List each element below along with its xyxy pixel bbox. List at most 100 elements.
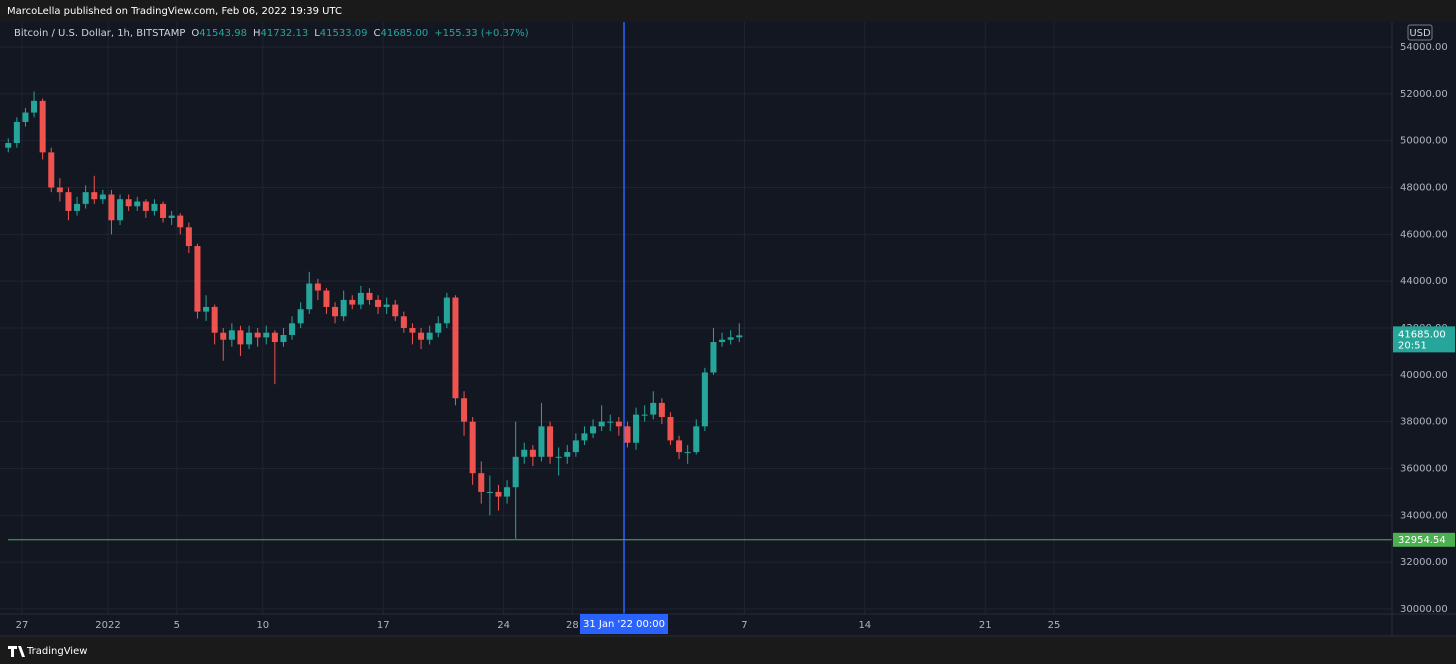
candle-body (409, 327, 416, 333)
candle-body (99, 194, 106, 200)
y-tick-label: 36000.00 (1400, 463, 1448, 474)
x-tick-label: 10 (256, 620, 269, 631)
candle-body (529, 449, 536, 457)
legend-value: 41732.13 (260, 28, 308, 39)
candle-body (366, 292, 373, 300)
candle-body (31, 100, 38, 113)
candle-body (280, 335, 287, 343)
candle-body (676, 440, 683, 453)
y-tick-label: 30000.00 (1400, 604, 1448, 615)
candle-body (504, 487, 511, 497)
legend-key: C (374, 28, 381, 39)
candle-body (82, 192, 89, 204)
candle-body (684, 452, 691, 454)
candle-body (400, 316, 407, 328)
crosshair-label: 31 Jan '22 00:00 (583, 619, 665, 630)
candle-body (538, 426, 545, 457)
candle-body (727, 337, 734, 340)
candle-body (469, 421, 476, 474)
candle-body (254, 332, 261, 338)
x-tick-label: 21 (979, 620, 992, 631)
y-tick-label: 46000.00 (1400, 229, 1448, 240)
legend-value: 41543.98 (199, 28, 247, 39)
candle-body (142, 201, 149, 211)
candle-body (375, 299, 382, 307)
hline-label-bg (1393, 532, 1455, 547)
legend-change: +155.33 (+0.37%) (434, 28, 529, 39)
candle-body (426, 332, 433, 340)
candle-body (22, 112, 29, 122)
y-tick-label: 50000.00 (1400, 136, 1448, 147)
candle-body (211, 306, 218, 333)
candle-body (117, 199, 124, 221)
last-price-bg (1393, 326, 1455, 353)
candle-body (521, 449, 528, 457)
candle-body (65, 192, 72, 211)
published-note: MarcoLella published on TradingView.com,… (7, 6, 342, 17)
candle-body (246, 332, 253, 345)
legend-key: L (314, 28, 320, 39)
legend: Bitcoin / U.S. Dollar, 1h, BITSTAMP O4154… (14, 28, 529, 39)
x-tick-label: 25 (1048, 620, 1061, 631)
candle-body (289, 323, 296, 336)
candle-body (228, 330, 235, 340)
y-tick-label: 52000.00 (1400, 89, 1448, 100)
x-tick-label: 27 (16, 620, 29, 631)
x-tick-label: 14 (858, 620, 871, 631)
candle-body (710, 342, 717, 373)
candle-body (512, 456, 519, 488)
crosshair-label-bg (580, 614, 669, 634)
candle-body (314, 283, 321, 291)
candle-body (306, 283, 313, 310)
candle-body (581, 433, 588, 441)
candle-body (598, 421, 605, 427)
candle-body (237, 330, 244, 345)
candle-body (650, 402, 657, 415)
y-tick-label: 32000.00 (1400, 557, 1448, 568)
candle-body (641, 414, 648, 416)
x-tick-label: 28 (566, 620, 579, 631)
y-tick-label: 38000.00 (1400, 417, 1448, 428)
x-tick-label: 17 (377, 620, 390, 631)
candle-body (91, 192, 98, 200)
candle-body (168, 215, 175, 218)
candle-body (607, 421, 614, 423)
candle-body (693, 426, 700, 453)
candle-body (624, 426, 631, 443)
candle-body (667, 416, 674, 441)
candle-body (701, 372, 708, 427)
countdown-label: 20:51 (1398, 340, 1427, 351)
candle-body (418, 332, 425, 340)
brand-logo (8, 646, 25, 657)
candle-body (151, 203, 158, 211)
candle-body (263, 332, 270, 338)
candle-body (177, 215, 184, 228)
candle-body (633, 414, 640, 443)
y-tick-label: 54000.00 (1400, 42, 1448, 53)
currency-button-bg (1407, 24, 1433, 41)
candle-body (125, 199, 132, 207)
legend-key: O (191, 28, 199, 39)
candle-body (13, 121, 20, 144)
legend-title: Bitcoin / U.S. Dollar, 1h, BITSTAMP (14, 28, 185, 39)
legend-value: 41533.09 (320, 28, 368, 39)
candle-body (495, 491, 502, 497)
y-tick-label: 34000.00 (1400, 510, 1448, 521)
candle-body (74, 203, 81, 211)
candle-body (203, 306, 210, 312)
x-tick-label: 7 (741, 620, 747, 631)
candle-body (461, 398, 468, 422)
candle-body (547, 426, 554, 457)
x-tick-label: 5 (174, 620, 180, 631)
currency-button[interactable]: USD (1409, 28, 1431, 39)
candle-body (5, 143, 12, 148)
candle-body (185, 227, 192, 247)
candle-body (271, 332, 278, 343)
candle-body (564, 452, 571, 457)
last-price-label: 41685.00 (1398, 329, 1446, 340)
candle-body (392, 304, 399, 317)
legend-value: 41685.00 (380, 28, 428, 39)
x-tick-label: 24 (497, 620, 510, 631)
